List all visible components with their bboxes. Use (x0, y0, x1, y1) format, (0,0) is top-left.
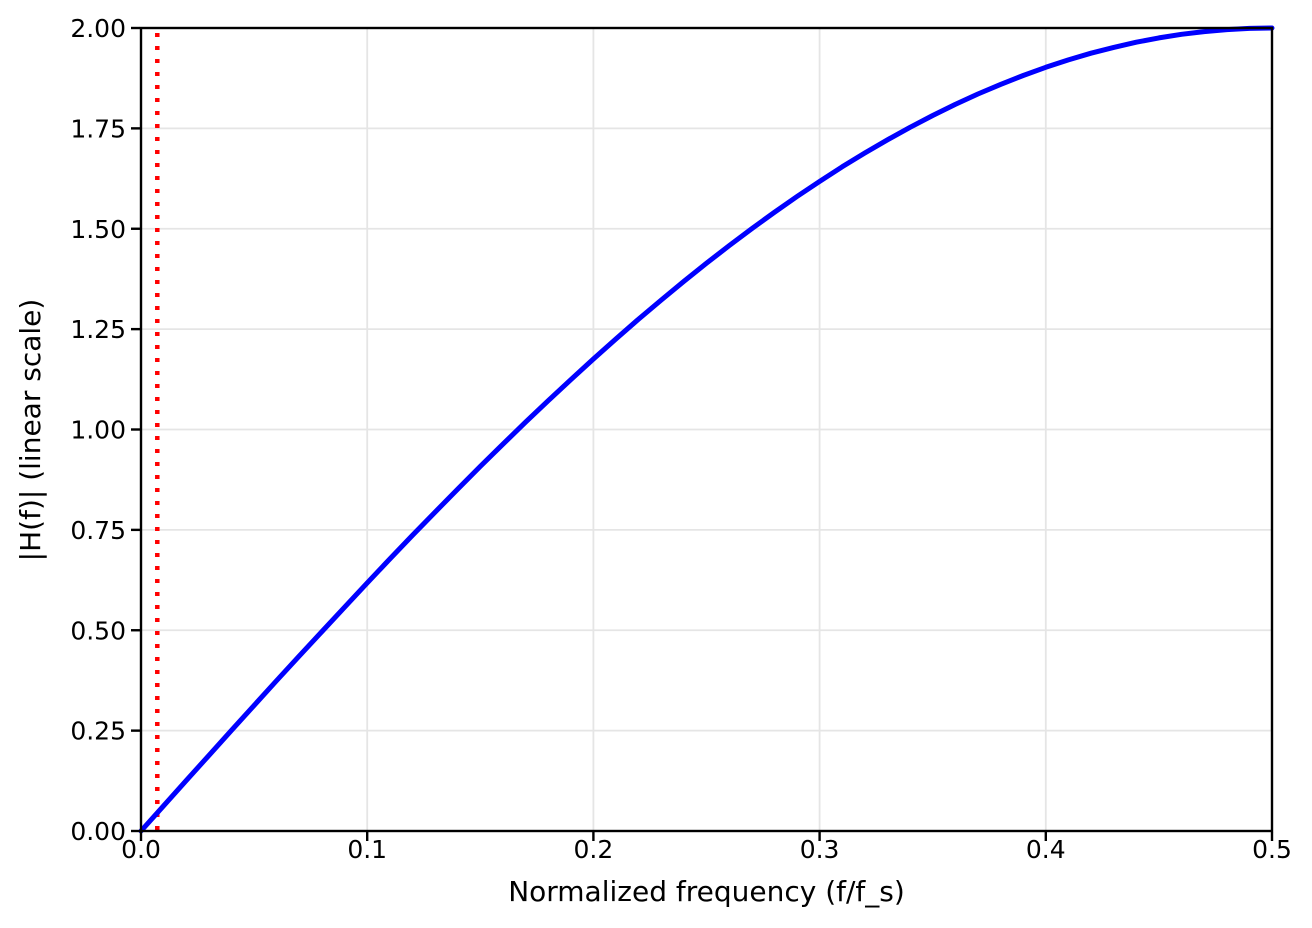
y-axis-label: |H(f)| (linear scale) (14, 298, 47, 562)
magnitude-response-curve (138, 25, 1275, 834)
y-tick-label: 1.25 (70, 315, 126, 344)
x-tick-label: 0.5 (1252, 835, 1292, 864)
x-tick-label: 0.1 (347, 835, 387, 864)
y-tick-label: 1.00 (70, 416, 126, 445)
y-tick-label: 1.50 (70, 215, 126, 244)
y-tick-label: 0.00 (70, 817, 126, 846)
x-tick-label: 0.4 (1026, 835, 1066, 864)
y-tick-label: 0.50 (70, 616, 126, 645)
y-tick-label: 2.00 (70, 14, 126, 43)
x-tick-label: 0.3 (800, 835, 840, 864)
y-tick-label: 1.75 (70, 114, 126, 143)
y-tick-label: 0.75 (70, 516, 126, 545)
x-tick-label: 0.0 (121, 835, 161, 864)
x-axis-label: Normalized frequency (f/f_s) (508, 875, 905, 908)
y-tick-label: 0.25 (70, 717, 126, 746)
plot-border (139, 26, 1274, 833)
x-tick-label: 0.2 (574, 835, 614, 864)
